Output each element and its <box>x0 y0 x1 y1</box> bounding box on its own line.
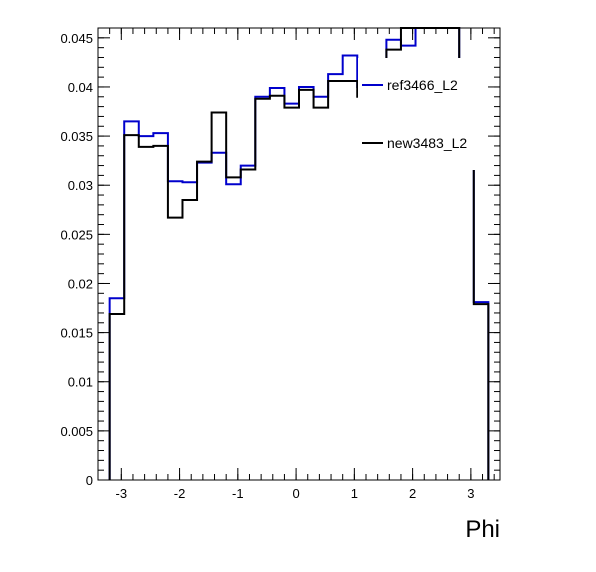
x-tick-label: -1 <box>232 486 244 501</box>
legend-box <box>358 58 500 170</box>
y-tick-label: 0.025 <box>60 227 93 242</box>
x-axis: -3 -2 -1 0 1 2 3 <box>97 28 495 501</box>
x-tick-label: 1 <box>351 486 358 501</box>
legend: ref3466_L2 new3483_L2 <box>358 58 500 170</box>
y-tick-label: 0.01 <box>68 375 93 390</box>
x-tick-label: 3 <box>467 486 474 501</box>
x-tick-label: 2 <box>409 486 416 501</box>
x-axis-title: Phi <box>465 516 500 543</box>
y-tick-label: 0.04 <box>68 80 93 95</box>
y-tick-label: 0.02 <box>68 276 93 291</box>
y-tick-label: 0.045 <box>60 31 93 46</box>
y-tick-label: 0.035 <box>60 129 93 144</box>
x-tick-label: 0 <box>292 486 299 501</box>
y-tick-label: 0.03 <box>68 178 93 193</box>
y-tick-label: 0 <box>86 473 93 488</box>
y-tick-label: 0.005 <box>60 424 93 439</box>
legend-label-2: new3483_L2 <box>387 135 467 151</box>
x-tick-label: -2 <box>174 486 186 501</box>
legend-label-1: ref3466_L2 <box>387 77 458 93</box>
x-tick-label: -3 <box>116 486 128 501</box>
y-tick-label: 0.015 <box>60 326 93 341</box>
y-axis: 0 0.005 0.01 0.015 0.02 0.025 0.03 0.035 0.04 0.0… <box>60 27 500 488</box>
